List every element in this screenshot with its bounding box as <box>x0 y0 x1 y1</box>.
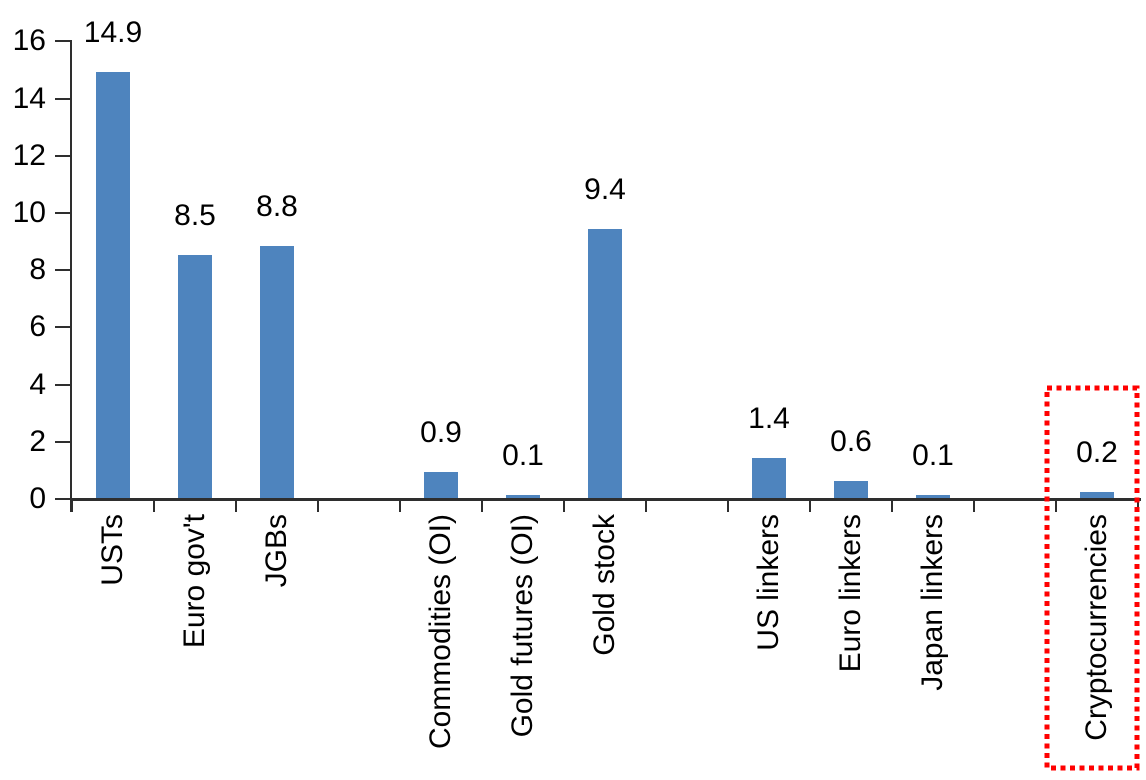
y-axis-tick-16 <box>55 40 70 43</box>
value-label-euro-linkers: 0.6 <box>830 425 872 458</box>
x-axis-tick <box>235 500 237 512</box>
y-axis-tick-label: 6 <box>29 310 46 344</box>
y-axis-tick-label: 16 <box>12 24 46 58</box>
bar-us-linkers <box>752 458 786 498</box>
y-axis-tick-8 <box>55 269 70 272</box>
bar-commodities-oi <box>424 472 458 498</box>
y-axis-tick-10 <box>55 212 70 214</box>
x-axis-tick <box>317 500 319 512</box>
bar-gold-stock <box>588 229 622 498</box>
x-axis-tick <box>1055 500 1057 512</box>
bar-cryptocurrencies <box>1080 492 1114 498</box>
x-axis-tick <box>1137 500 1139 512</box>
y-axis-tick-label: 14 <box>12 81 46 115</box>
category-label-euro-gov-t: Euro gov't <box>178 514 211 649</box>
bar-euro-gov-t <box>178 255 212 498</box>
y-axis-tick-label: 4 <box>29 367 46 401</box>
category-label-usts: USTs <box>96 514 129 586</box>
bar-japan-linkers <box>916 495 950 498</box>
value-label-usts: 14.9 <box>83 16 143 49</box>
value-label-cryptocurrencies: 0.2 <box>1076 436 1118 469</box>
value-label-jgbs: 8.8 <box>256 190 298 223</box>
y-axis-line <box>70 40 72 512</box>
bar-usts <box>96 72 130 498</box>
y-axis-tick-label: 8 <box>29 253 46 287</box>
x-axis-tick <box>481 500 483 512</box>
x-axis-tick <box>727 500 729 512</box>
y-axis-tick-label: 2 <box>29 424 46 458</box>
category-label-commodities-oi: Commodities (OI) <box>424 514 457 750</box>
y-axis-tick-2 <box>55 440 70 443</box>
x-axis-tick <box>891 500 893 512</box>
category-label-us-linkers: US linkers <box>752 514 785 651</box>
x-axis-tick <box>809 500 811 512</box>
x-axis-tick <box>71 500 73 512</box>
bar-gold-futures-oi <box>506 495 540 498</box>
y-axis-tick-4 <box>55 383 70 386</box>
y-axis-tick-label: 10 <box>12 196 46 229</box>
x-axis-tick <box>563 500 565 512</box>
value-label-euro-gov-t: 8.5 <box>174 199 216 232</box>
y-axis-tick-12 <box>55 154 70 157</box>
x-axis-line <box>71 498 1141 501</box>
value-label-us-linkers: 1.4 <box>748 402 790 435</box>
y-axis-tick-0 <box>55 498 70 500</box>
y-axis-tick-label: 0 <box>29 482 46 515</box>
value-label-gold-futures-oi: 0.1 <box>502 439 544 472</box>
value-label-commodities-oi: 0.9 <box>420 416 462 449</box>
category-label-euro-linkers: Euro linkers <box>834 514 867 673</box>
x-axis-tick <box>399 500 401 512</box>
category-label-gold-stock: Gold stock <box>588 514 621 656</box>
category-label-jgbs: JGBs <box>260 514 293 588</box>
category-label-japan-linkers: Japan linkers <box>916 514 949 691</box>
x-axis-tick <box>645 500 647 512</box>
bar-euro-linkers <box>834 481 868 498</box>
bar-jgbs <box>260 246 294 498</box>
value-label-japan-linkers: 0.1 <box>912 439 954 472</box>
y-axis-tick-14 <box>55 97 70 100</box>
x-axis-tick <box>973 500 975 512</box>
y-axis-tick-6 <box>55 326 70 329</box>
highlight-box-cryptocurrencies <box>1044 385 1140 771</box>
value-label-gold-stock: 9.4 <box>584 173 626 206</box>
y-axis-tick-label: 12 <box>12 138 46 172</box>
category-label-gold-futures-oi: Gold futures (OI) <box>506 514 539 738</box>
x-axis-tick <box>153 500 155 512</box>
